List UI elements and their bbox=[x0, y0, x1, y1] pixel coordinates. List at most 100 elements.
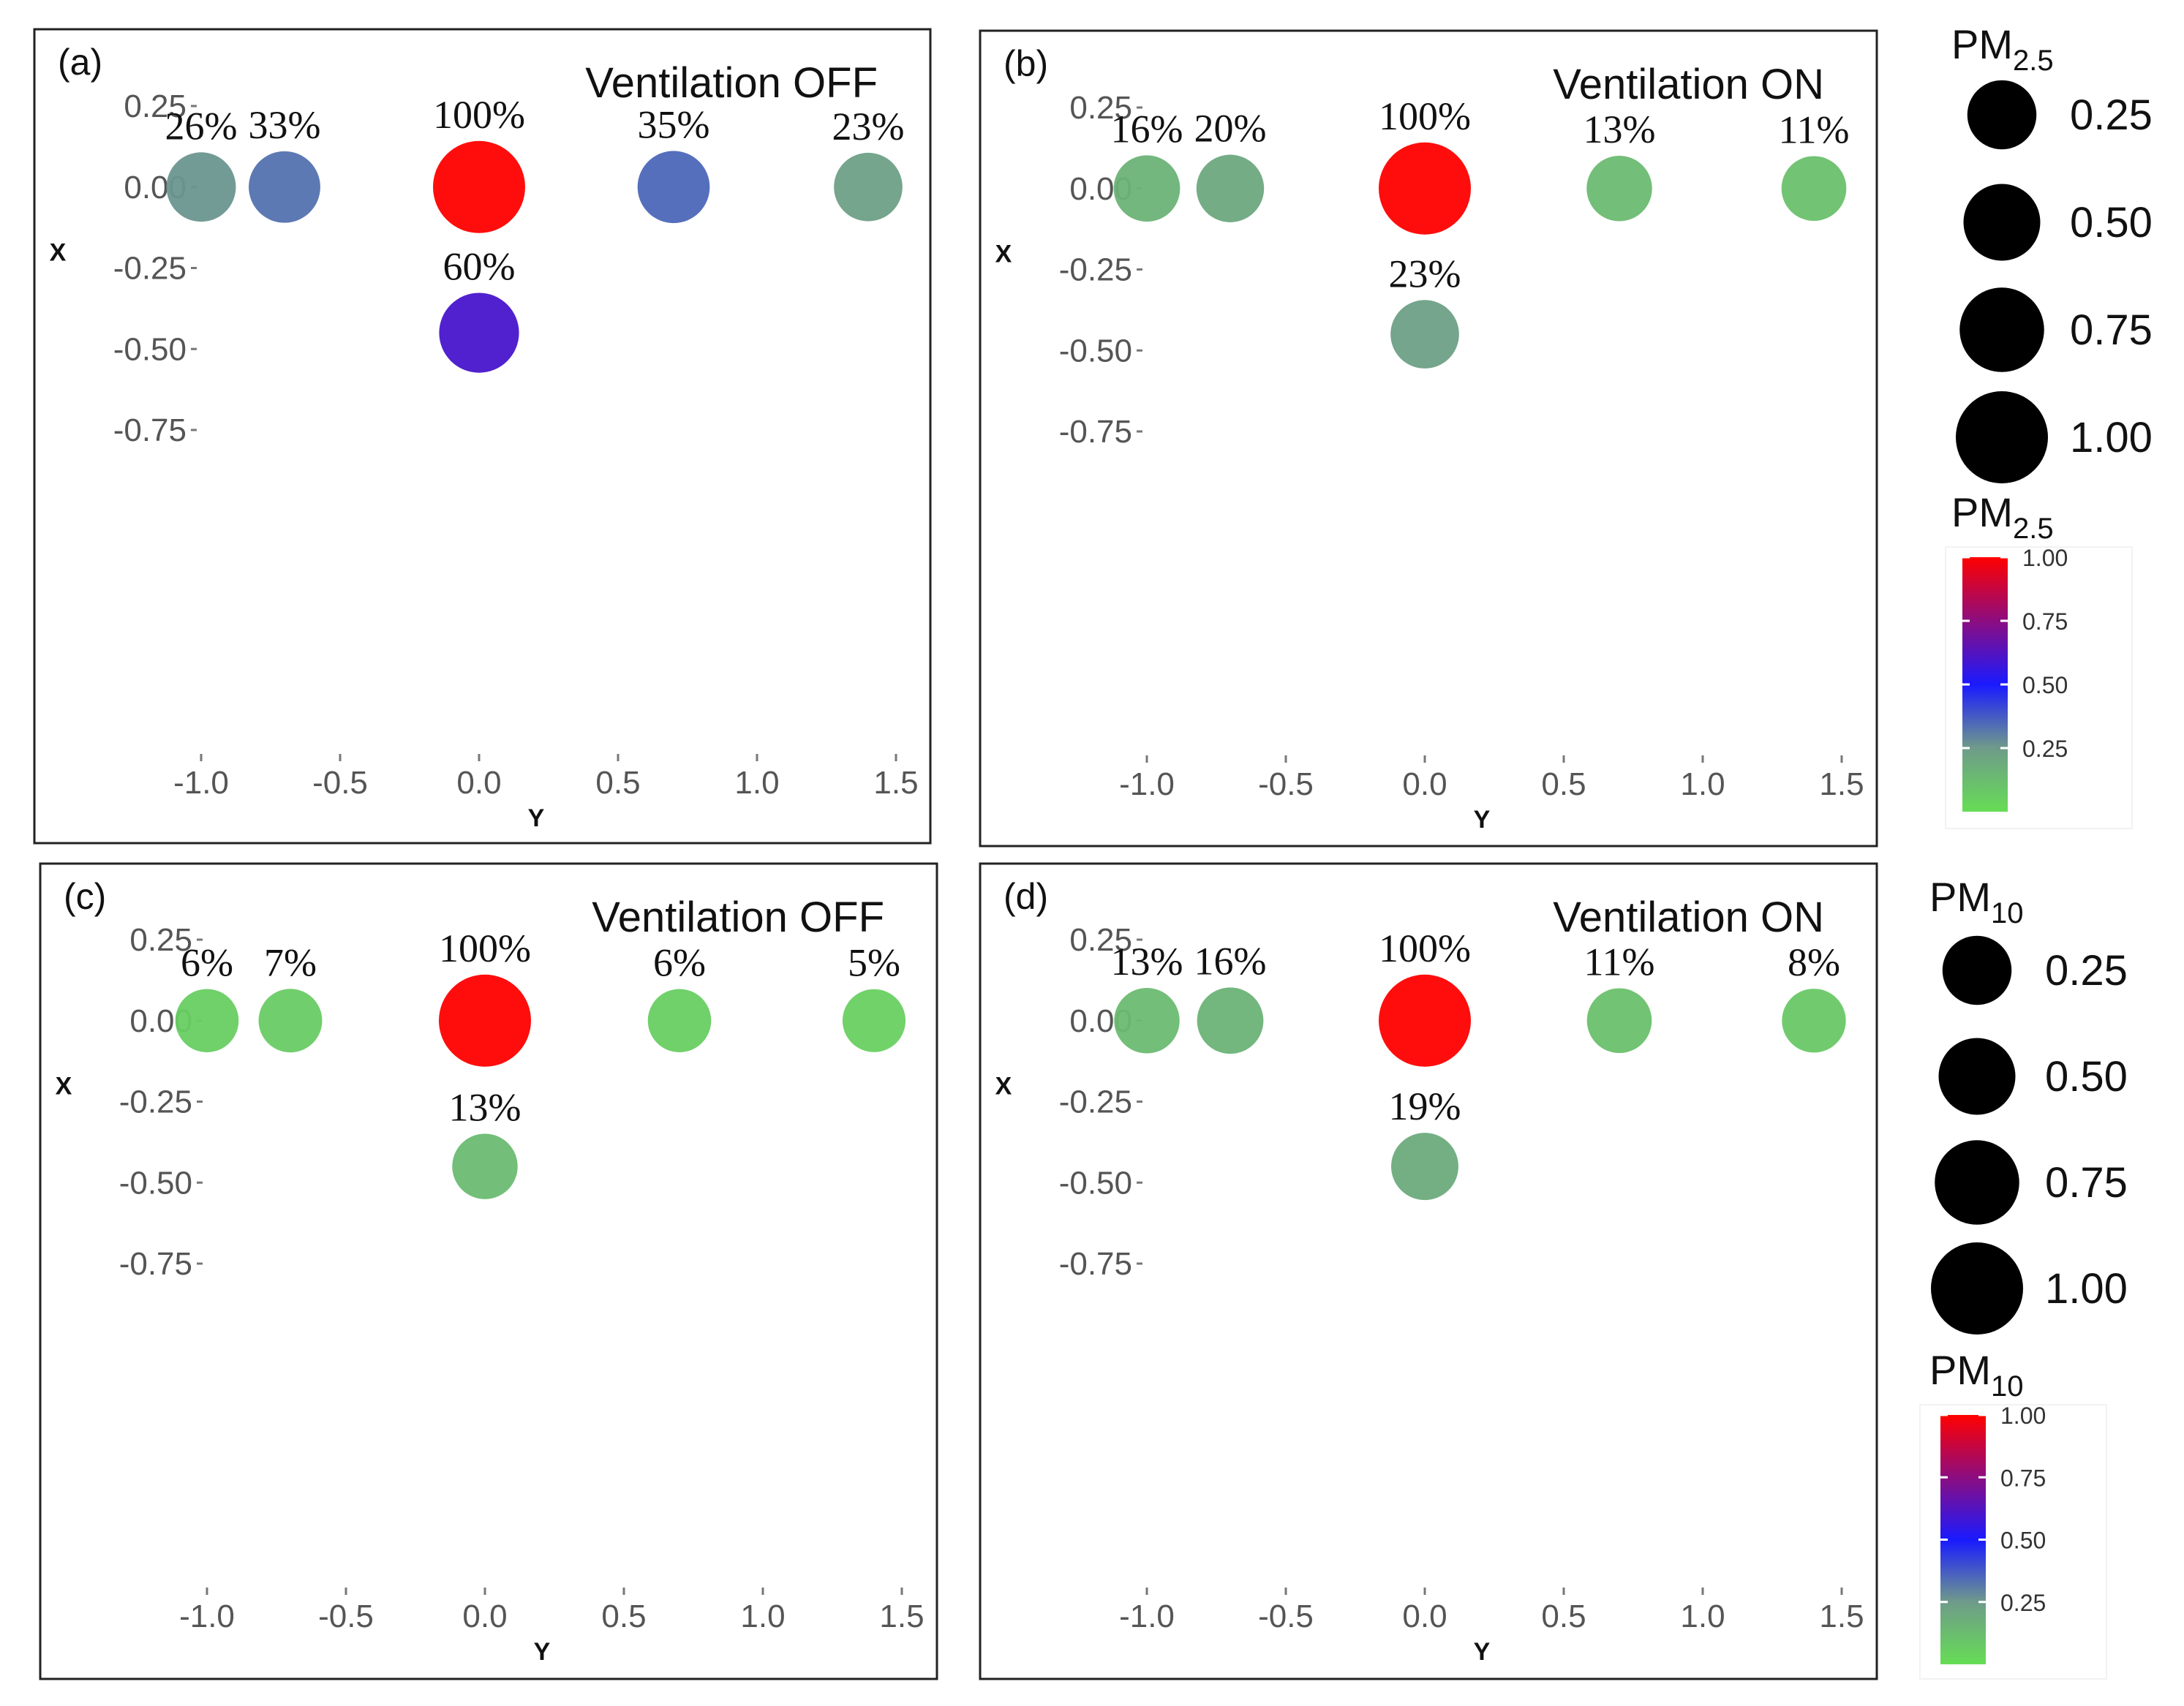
y-axis-title: X bbox=[995, 240, 1012, 268]
y-tick-label: -0.75 bbox=[119, 1246, 192, 1282]
size-legend-dot bbox=[1942, 935, 2012, 1005]
data-point bbox=[1391, 1133, 1458, 1201]
x-tick-label: -0.5 bbox=[1258, 1599, 1314, 1634]
data-label: 100% bbox=[439, 926, 531, 970]
colorbar bbox=[1962, 557, 2008, 812]
y-tick-label: -0.50 bbox=[1059, 333, 1132, 369]
colorbar bbox=[1940, 1415, 1986, 1664]
data-label: 33% bbox=[249, 103, 321, 147]
data-point bbox=[1390, 300, 1459, 369]
y-tick-label: -0.25 bbox=[113, 251, 187, 287]
data-label: 6% bbox=[653, 940, 706, 984]
data-point bbox=[1586, 988, 1652, 1054]
data-point bbox=[433, 140, 525, 233]
x-tick-label: 0.0 bbox=[1402, 1599, 1447, 1634]
size-legend-label: 0.75 bbox=[2045, 1159, 2128, 1207]
y-tick-label: -0.75 bbox=[113, 412, 187, 448]
x-axis-title: Y bbox=[534, 1638, 551, 1666]
x-axis-title: Y bbox=[1474, 806, 1491, 834]
data-point bbox=[1114, 988, 1180, 1054]
data-label: 60% bbox=[443, 245, 516, 289]
panel-label: (a) bbox=[58, 42, 102, 83]
y-tick-label: 0.25 bbox=[124, 88, 187, 124]
x-tick-label: 1.5 bbox=[873, 765, 918, 801]
x-tick-label: 0.5 bbox=[1541, 766, 1586, 802]
panel-b: (b) Ventilation ON0.250.00-0.25-0.50-0.75… bbox=[979, 29, 1878, 848]
x-tick-label: 0.5 bbox=[1541, 1599, 1586, 1634]
panel-title: Ventilation ON bbox=[1553, 894, 1824, 941]
y-tick-label: -0.75 bbox=[1059, 1246, 1132, 1282]
y-tick-label: 0.25 bbox=[1069, 922, 1132, 958]
x-tick-label: 1.5 bbox=[1819, 766, 1864, 802]
x-tick-label: 1.0 bbox=[1680, 1599, 1725, 1634]
data-label: 7% bbox=[264, 940, 317, 984]
panel-a: (a) Ventilation OFF0.250.00-0.25-0.50-0.7… bbox=[33, 28, 932, 845]
y-tick-label: 0.25 bbox=[129, 922, 192, 958]
data-label: 20% bbox=[1194, 107, 1267, 151]
size-legend-dot bbox=[1963, 184, 2041, 261]
x-tick-label: 1.5 bbox=[1819, 1599, 1864, 1634]
size-legend-title-sub: 2.5 bbox=[2013, 45, 2054, 77]
data-label: 5% bbox=[848, 941, 900, 985]
data-label: 26% bbox=[165, 104, 238, 148]
data-label: 35% bbox=[638, 102, 710, 146]
y-axis-title: X bbox=[995, 1072, 1012, 1100]
y-tick-label: -0.50 bbox=[119, 1165, 192, 1201]
data-label: 100% bbox=[1379, 94, 1471, 138]
x-tick-label: -1.0 bbox=[1119, 1599, 1175, 1634]
data-label: 6% bbox=[181, 940, 233, 984]
size-legend-dot bbox=[1959, 287, 2044, 372]
x-tick-label: 1.0 bbox=[740, 1599, 785, 1634]
data-point bbox=[258, 989, 323, 1053]
data-label: 8% bbox=[1788, 940, 1840, 984]
x-axis-title: Y bbox=[528, 804, 545, 832]
x-tick-label: -0.5 bbox=[318, 1599, 374, 1634]
x-tick-label: -1.0 bbox=[1119, 766, 1175, 802]
size-legend-title-main: PM bbox=[1929, 874, 1991, 920]
data-point bbox=[842, 989, 906, 1052]
x-tick-label: -0.5 bbox=[1258, 766, 1314, 802]
data-point bbox=[1113, 155, 1181, 222]
size-legend-dot bbox=[1931, 1242, 2023, 1335]
x-tick-label: 0.0 bbox=[456, 765, 501, 801]
data-point bbox=[1586, 156, 1652, 222]
panel-label: (d) bbox=[1003, 876, 1048, 917]
colorbar-title: PM10 bbox=[1929, 1347, 2024, 1403]
size-legend-label: 0.50 bbox=[2070, 199, 2153, 246]
legend-pm25: PM2.50.250.500.751.00PM2.51.000.750.500.… bbox=[1945, 21, 2153, 829]
size-legend-label: 0.25 bbox=[2070, 91, 2153, 139]
data-label: 11% bbox=[1584, 940, 1655, 984]
x-tick-label: -0.5 bbox=[312, 765, 368, 801]
panel-title: Ventilation OFF bbox=[592, 894, 884, 941]
x-tick-label: 1.0 bbox=[734, 765, 779, 801]
size-legend-dot bbox=[1935, 1140, 2019, 1225]
data-point bbox=[249, 151, 320, 223]
x-tick-label: 1.0 bbox=[1680, 766, 1725, 802]
size-legend-label: 1.00 bbox=[2045, 1265, 2128, 1313]
x-tick-label: 0.5 bbox=[595, 765, 640, 801]
panel-label: (b) bbox=[1003, 43, 1048, 84]
data-point bbox=[1196, 154, 1265, 222]
data-point bbox=[452, 1133, 518, 1199]
data-point bbox=[439, 292, 519, 373]
data-point bbox=[1197, 987, 1264, 1054]
colorbar-title-sub: 2.5 bbox=[2013, 513, 2054, 545]
panel-c: (c) Ventilation OFF0.250.00-0.25-0.50-0.7… bbox=[39, 862, 938, 1680]
data-point bbox=[175, 989, 239, 1053]
x-tick-label: 0.0 bbox=[1402, 766, 1447, 802]
data-label: 13% bbox=[1584, 107, 1656, 151]
colorbar-tick-label: 1.00 bbox=[2022, 545, 2068, 571]
data-point bbox=[1781, 156, 1847, 222]
y-tick-label: -0.75 bbox=[1059, 414, 1132, 450]
data-point bbox=[647, 989, 712, 1053]
data-label: 23% bbox=[832, 105, 905, 148]
size-legend-label: 0.75 bbox=[2070, 306, 2153, 354]
size-legend-label: 1.00 bbox=[2070, 414, 2153, 461]
data-label: 100% bbox=[1379, 926, 1471, 970]
size-legend-title: PM10 bbox=[1929, 874, 2024, 929]
panel-title: Ventilation ON bbox=[1553, 61, 1824, 108]
data-point bbox=[834, 152, 903, 222]
size-legend-title: PM2.5 bbox=[1951, 21, 2054, 77]
